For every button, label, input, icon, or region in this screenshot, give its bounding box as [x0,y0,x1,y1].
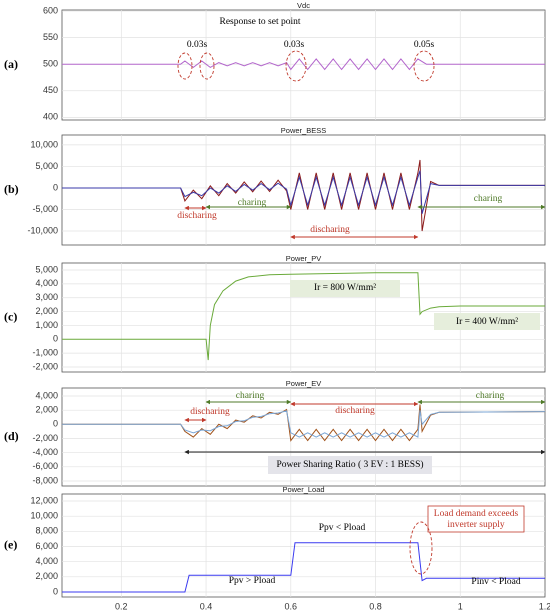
y-tick-label: 550 [43,32,58,42]
series-line [62,170,545,214]
annotation: Power Sharing Ratio ( 3 EV : 1 BESS) [276,459,423,470]
chart-title: Power_EV [286,379,321,388]
y-tick-label: 10,000 [30,511,58,521]
annotation: 0.05s [414,40,435,50]
y-tick-label: 12,000 [30,495,58,505]
y-tick-label: -5,000 [32,204,58,214]
highlight-ellipse [177,52,193,80]
x-tick-label: 0.4 [200,601,213,611]
annotation-box [427,505,525,533]
annotation: Load demand exceeds [434,509,519,519]
y-tick-label: -2,000 [32,361,58,371]
annotation: Ppv < Pload [319,523,366,533]
y-tick-label: 3,000 [35,292,58,302]
annotation: Ppv > Pload [229,576,276,586]
y-tick-label: -2,000 [32,433,58,443]
annotation-box [290,280,400,297]
panel-label: (b) [4,182,19,196]
y-tick-label: 1,000 [35,320,58,330]
y-tick-label: 600 [43,5,58,15]
annotation: discharing [310,225,350,235]
y-tick-label: -6,000 [32,461,58,471]
y-tick-label: 0 [53,182,58,192]
panel-label: (e) [4,537,17,551]
y-tick-label: 0 [53,586,58,596]
y-tick-label: -10,000 [27,225,58,235]
highlight-ellipse [409,521,433,575]
y-tick-label: -8,000 [32,475,58,485]
y-tick-label: 2,000 [35,405,58,415]
annotation-box [434,313,540,330]
y-tick-label: 4,000 [35,390,58,400]
y-tick-label: 4,000 [35,278,58,288]
x-tick-label: 1.2 [539,601,550,611]
y-tick-label: 5,000 [35,264,58,274]
x-tick-label: 0.6 [285,601,298,611]
chart-title: Power_BESS [281,126,326,135]
series-line [62,542,545,593]
y-tick-label: 450 [43,85,58,95]
series-line [62,410,546,438]
chart-title: Power_PV [286,254,321,263]
series-line [62,58,545,71]
annotation: discharing [190,407,230,417]
x-tick-label: 1 [458,601,463,611]
annotation: Ir = 800 W/mm² [314,283,376,293]
y-tick-label: 10,000 [30,139,58,149]
y-tick-label: -1,000 [32,348,58,358]
y-tick-label: 8,000 [35,526,58,536]
annotation: 0.03s [187,40,208,50]
annotation: discharing [177,211,217,221]
annotation: charing [474,194,503,204]
x-tick-label: 0.8 [369,601,382,611]
y-tick-label: 2,000 [35,306,58,316]
y-tick-label: 500 [43,59,58,69]
annotation: Pinv < Pload [471,577,520,587]
y-tick-label: 5,000 [35,161,58,171]
panel-label: (d) [4,429,19,443]
y-tick-label: 6,000 [35,541,58,551]
annotation: 0.03s [284,40,305,50]
highlight-ellipse [199,52,215,80]
panel-label: (a) [4,57,18,71]
highlight-ellipse [413,50,435,82]
y-tick-label: -4,000 [32,447,58,457]
series-line [62,272,545,361]
annotation: inverter supply [447,520,505,530]
annotation: charing [236,391,265,401]
x-tick-label: 0.2 [115,601,128,611]
y-tick-label: 400 [43,112,58,122]
annotation: discharing [335,406,375,416]
highlight-ellipse [285,50,307,82]
annotation: charing [238,198,267,208]
annotation: Ir = 400 W/mm² [456,317,518,327]
y-tick-label: 4,000 [35,556,58,566]
y-tick-label: 2,000 [35,571,58,581]
panel-label: (c) [4,309,17,323]
chart-title: Vdc [297,1,310,10]
chart-title: Power_Load [282,485,324,494]
annotation: charing [476,391,505,401]
annotation-box [268,456,432,474]
y-tick-label: 0 [53,334,58,344]
annotation: Response to set point [219,17,300,27]
y-tick-label: 0 [53,419,58,429]
